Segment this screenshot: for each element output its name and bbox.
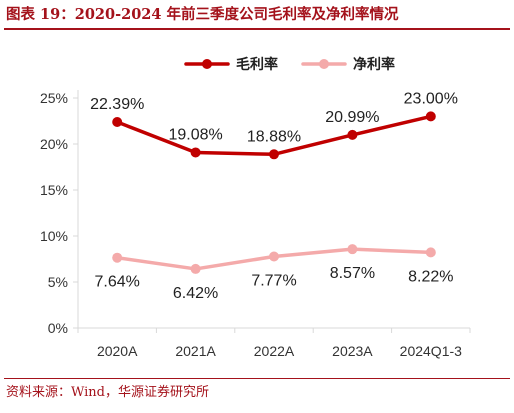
title-rule <box>4 28 510 30</box>
data-label: 7.64% <box>95 274 140 291</box>
legend-marker <box>319 59 329 69</box>
y-tick-label: 20% <box>40 136 68 152</box>
legend-item: 净利率 <box>301 56 395 73</box>
data-label: 22.39% <box>90 96 144 113</box>
data-label: 6.42% <box>173 285 218 302</box>
data-label: 8.22% <box>408 268 453 285</box>
plot-area: 22.39% 19.08% 18.88% 20.99% 23.00% 7.64% 6.42%… <box>90 90 458 302</box>
x-tick-label: 2021A <box>175 343 216 359</box>
source-rule <box>4 378 510 379</box>
legend-marker <box>202 59 212 69</box>
x-tick-label: 2024Q1-3 <box>400 343 462 359</box>
data-label: 7.77% <box>251 273 296 290</box>
y-tick-label: 25% <box>40 90 68 106</box>
legend-item: 毛利率 <box>184 56 278 73</box>
y-tick-label: 10% <box>40 228 68 244</box>
source-note: 资料来源：Wind，华源证券研究所 <box>6 385 209 400</box>
x-tick-label: 2022A <box>254 343 295 359</box>
data-point <box>347 244 358 255</box>
legend: 毛利率 净利率 <box>184 56 395 73</box>
data-point <box>269 251 279 262</box>
data-point <box>425 111 436 122</box>
y-tick-label: 0% <box>48 320 68 336</box>
y-axis: 0% 5% 10% 15% 20% 25% <box>40 90 79 336</box>
data-label: 23.00% <box>404 90 458 107</box>
y-tick-label: 15% <box>40 182 68 198</box>
data-point <box>347 129 358 140</box>
data-point <box>269 149 279 160</box>
data-point <box>190 263 201 274</box>
legend-label: 毛利率 <box>236 56 278 73</box>
series-2: 7.64% 6.42% 7.77% 8.57% 8.22% <box>95 244 453 302</box>
data-point <box>112 252 123 263</box>
data-point <box>425 247 436 258</box>
data-point <box>112 117 123 128</box>
x-axis: 2020A 2021A 2022A 2023A 2024Q1-3 <box>77 327 471 359</box>
series-1: 22.39% 19.08% 18.88% 20.99% 23.00% <box>90 90 458 160</box>
data-label: 20.99% <box>325 109 379 126</box>
x-tick-label: 2023A <box>332 343 373 359</box>
y-tick-label: 5% <box>48 274 68 290</box>
data-point <box>190 147 201 158</box>
x-tick-label: 2020A <box>97 343 138 359</box>
data-label: 8.57% <box>330 265 375 282</box>
data-label: 19.08% <box>168 126 222 143</box>
legend-label: 净利率 <box>353 56 395 73</box>
line-chart: 毛利率 净利率 0%5%10%15%20%25% 2020A 2021A 2022A 2… <box>40 56 471 359</box>
data-label: 18.88% <box>247 128 301 145</box>
chart-title: 图表 19：2020-2024 年前三季度公司毛利率及净利率情况 <box>6 6 399 23</box>
